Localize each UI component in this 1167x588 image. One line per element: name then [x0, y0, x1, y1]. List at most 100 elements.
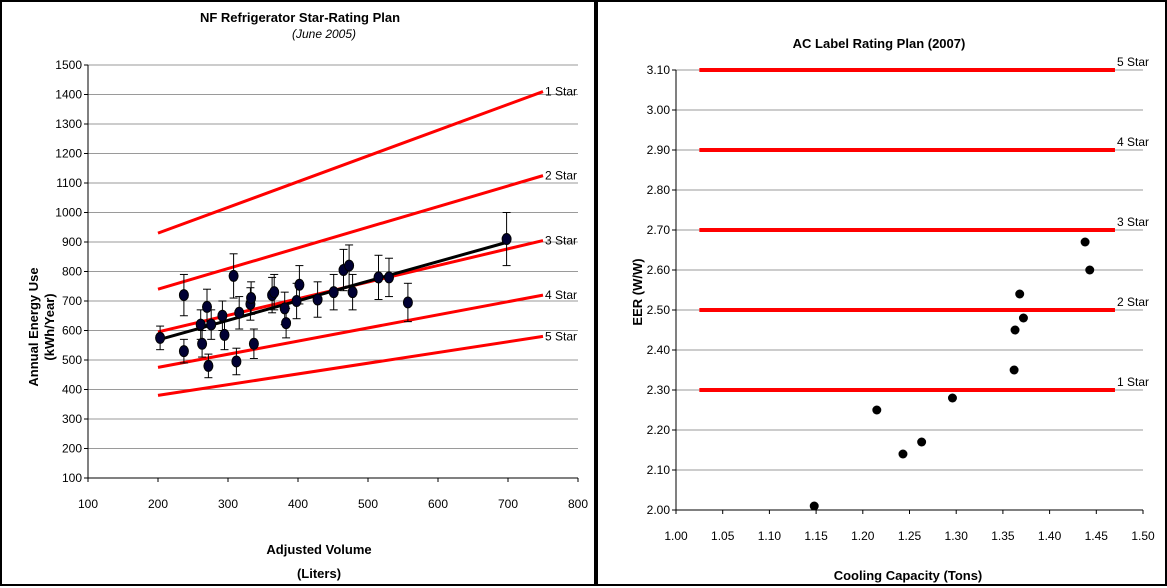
y-tick-label: 3.10: [647, 63, 671, 77]
y-tick-label: 2.10: [647, 463, 671, 477]
data-point: [279, 302, 290, 315]
x-axis-label: Cooling Capacity (Tons): [834, 568, 983, 583]
x-tick-label: 1.50: [1131, 529, 1155, 543]
y-tick-label: 900: [62, 235, 82, 249]
y-tick-label: 2.20: [647, 423, 671, 437]
data-point: [269, 286, 280, 299]
rating-line-label: 5 Star: [545, 329, 577, 343]
x-tick-label: 500: [358, 497, 378, 511]
data-point: [294, 278, 305, 291]
rating-line: [157, 293, 544, 369]
data-point: [246, 292, 257, 305]
rating-line-label: 2 Star: [545, 169, 577, 183]
data-point: [872, 405, 882, 415]
rating-line-label: 1 Star: [545, 85, 577, 99]
refrigerator-chart: NF Refrigerator Star-Rating Plan (June 2…: [26, 10, 588, 581]
x-tick-label: 400: [288, 497, 308, 511]
x-tick-label: 600: [428, 497, 448, 511]
data-point: [1018, 313, 1028, 323]
x-tick-label: 1.30: [945, 529, 969, 543]
rating-line-label: 4 Star: [545, 288, 577, 302]
data-point: [312, 293, 323, 306]
data-point: [917, 437, 927, 447]
x-tick-label: 1.15: [804, 529, 828, 543]
data-point: [1009, 365, 1019, 375]
x-tick-label: 1.00: [664, 529, 688, 543]
data-point: [344, 259, 355, 272]
y-tick-label: 1500: [55, 58, 82, 72]
y-tick-label: 500: [62, 353, 82, 367]
y-axis-label: Annual Energy Use: [26, 267, 41, 386]
y-tick-label: 2.90: [647, 143, 671, 157]
data-point: [219, 328, 230, 341]
rating-line: [157, 90, 544, 235]
data-point: [231, 355, 242, 368]
refrigerator-chart-panel: NF Refrigerator Star-Rating Plan (June 2…: [0, 0, 596, 586]
y-tick-label: 2.00: [647, 503, 671, 517]
chart-title: AC Label Rating Plan (2007): [793, 36, 966, 51]
y-tick-label: 1200: [55, 147, 82, 161]
ac-chart: AC Label Rating Plan (2007) Cooling Capa…: [630, 36, 1155, 583]
y-tick-label: 2.60: [647, 263, 671, 277]
y-tick-label: 2.80: [647, 183, 671, 197]
data-point: [234, 306, 245, 319]
y-tick-label: 200: [62, 442, 82, 456]
data-point: [1085, 265, 1095, 275]
data-point: [217, 309, 228, 322]
x-axis-unit: (Liters): [297, 566, 341, 581]
data-point: [178, 345, 189, 358]
x-axis-label: Adjusted Volume: [266, 542, 371, 557]
y-axis-unit: (kWh/Year): [42, 293, 57, 360]
data-point: [281, 317, 292, 330]
data-point: [228, 269, 239, 282]
x-tick-label: 800: [568, 497, 588, 511]
x-tick-label: 100: [78, 497, 98, 511]
rating-line-label: 4 Star: [1117, 135, 1149, 149]
x-tick-label: 1.35: [991, 529, 1015, 543]
data-point: [501, 233, 512, 246]
x-tick-label: 200: [148, 497, 168, 511]
data-point: [898, 449, 908, 459]
rating-line: [157, 174, 544, 291]
data-point: [155, 331, 166, 344]
rating-line-label: 3 Star: [1117, 215, 1149, 229]
data-point: [203, 359, 214, 372]
x-tick-label: 1.40: [1038, 529, 1062, 543]
chart-subtitle: (June 2005): [292, 27, 356, 41]
data-point: [195, 318, 206, 331]
y-tick-label: 1400: [55, 88, 82, 102]
data-point: [206, 318, 217, 331]
ac-chart-panel: AC Label Rating Plan (2007) Cooling Capa…: [596, 0, 1167, 586]
y-tick-label: 600: [62, 324, 82, 338]
y-tick-label: 1000: [55, 206, 82, 220]
y-tick-label: 800: [62, 265, 82, 279]
data-point: [328, 286, 339, 299]
rating-line-label: 2 Star: [1117, 295, 1149, 309]
data-point: [947, 393, 957, 403]
data-point: [809, 501, 819, 511]
data-point: [402, 296, 413, 309]
rating-line-label: 3 Star: [545, 234, 577, 248]
x-tick-label: 1.05: [711, 529, 735, 543]
y-tick-label: 2.50: [647, 303, 671, 317]
y-axis-label: EER (W/W): [630, 258, 645, 325]
rating-line-label: 5 Star: [1117, 55, 1149, 69]
chart-title: NF Refrigerator Star-Rating Plan: [200, 10, 400, 25]
x-tick-label: 1.10: [758, 529, 782, 543]
x-tick-label: 300: [218, 497, 238, 511]
rating-line-label: 1 Star: [1117, 375, 1149, 389]
y-tick-label: 1300: [55, 117, 82, 131]
rating-line: [157, 334, 544, 397]
data-point: [197, 337, 208, 350]
y-tick-label: 300: [62, 412, 82, 426]
y-tick-label: 700: [62, 294, 82, 308]
data-point: [1015, 289, 1025, 299]
y-tick-label: 2.30: [647, 383, 671, 397]
data-point: [202, 300, 212, 313]
data-point: [1010, 325, 1020, 335]
y-tick-label: 2.70: [647, 223, 671, 237]
data-point: [373, 271, 384, 284]
data-point: [248, 337, 259, 350]
x-tick-label: 1.45: [1085, 529, 1109, 543]
y-tick-label: 1100: [56, 176, 82, 190]
